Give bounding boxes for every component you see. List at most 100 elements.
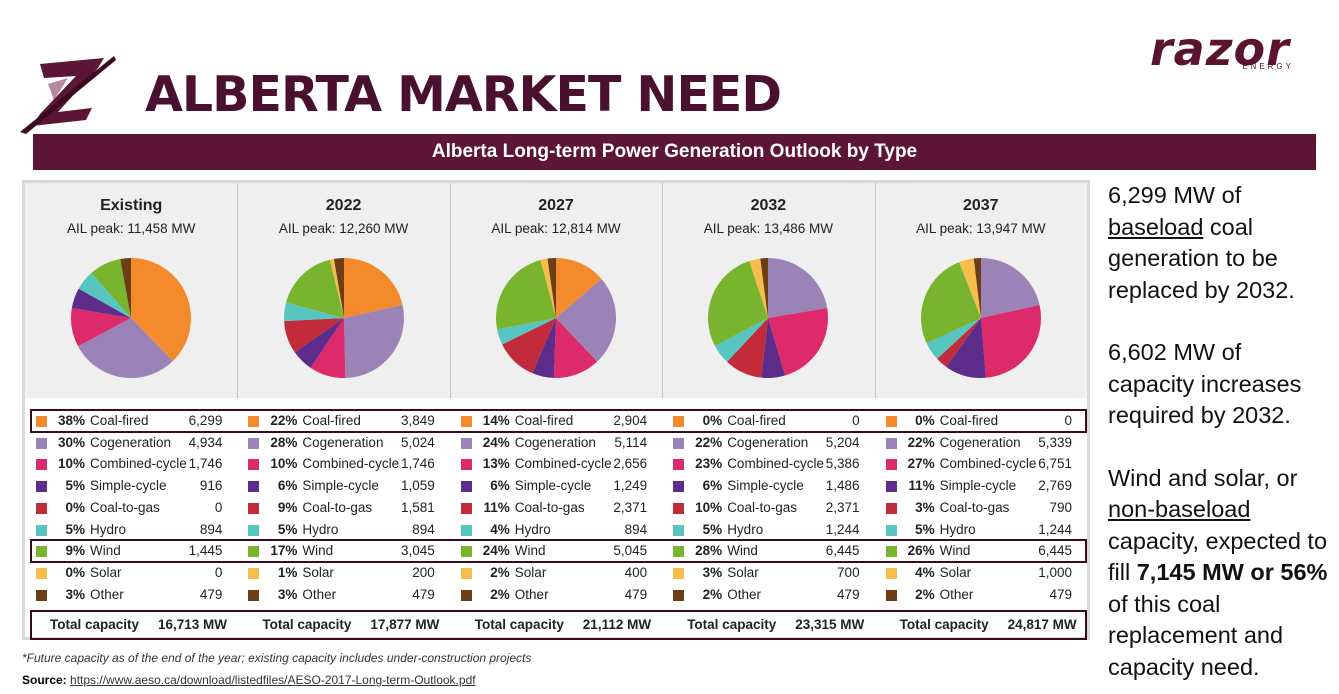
footnote: *Future capacity as of the end of the ye… [22, 651, 532, 665]
legend-swatch [885, 546, 897, 558]
legend-swatch [36, 589, 47, 601]
column-divider [662, 183, 664, 398]
pie-chart [283, 258, 404, 378]
legend-swatch [36, 459, 47, 471]
chart-subtitle: AIL peak: 13,947 MW [916, 221, 1046, 236]
legend-row: 4% Solar 1,000 [875, 563, 1087, 583]
legend-row: 27% Combined-cycle 6,751 [875, 454, 1087, 474]
legend-value: 4,934 [188, 434, 223, 450]
legend-percent: 38% [57, 413, 85, 428]
total-label: Total capacity [474, 617, 564, 632]
legend-value: 1,746 [188, 456, 223, 472]
total-label: Total capacity [687, 617, 777, 632]
pie-slice-solar [329, 258, 344, 318]
legend-label: Cogeneration [514, 434, 596, 450]
legend-label: Hydro [302, 521, 339, 537]
pie-slice-other [547, 258, 556, 318]
legend-percent: 3% [702, 564, 723, 580]
legend-value: 2,371 [613, 499, 648, 515]
legend-label: Simple-cycle [90, 478, 167, 494]
source-label: Source: [22, 673, 67, 687]
legend-swatch [248, 459, 260, 471]
legend-percent: 28% [270, 434, 298, 450]
legend-value: 5,204 [825, 434, 860, 450]
totals-row: Total capacity 16,713 MW Total capacity 17,… [30, 610, 1087, 640]
pie-slice-hydro [926, 318, 981, 359]
legend-row: 11% Coal-to-gas 2,371 [450, 498, 662, 518]
legend-value: 916 [199, 478, 223, 494]
chart-subtitle: AIL peak: 11,458 MW [67, 221, 196, 236]
legend-value: 1,445 [188, 543, 223, 559]
legend-value: 0 [214, 564, 223, 580]
pie-slice-simple-cycle [294, 318, 344, 368]
legend-label: Wind [90, 543, 121, 559]
legend-row: 11% Simple-cycle 2,769 [875, 476, 1087, 496]
legend-row: 17% Wind 3,045 [237, 541, 449, 561]
legend-row: 3% Coal-to-gas 790 [875, 498, 1087, 518]
legend-swatch [673, 546, 685, 558]
brand-name: razor [1150, 22, 1290, 76]
legend-label: Coal-to-gas [727, 499, 797, 515]
pie-slice-other [333, 258, 344, 318]
legend-label: Coal-fired [939, 413, 999, 428]
legend-value: 0 [214, 499, 223, 515]
legend-row: 5% Hydro 894 [237, 520, 449, 540]
legend-percent: 5% [65, 478, 85, 494]
legend-row: 2% Other 479 [450, 585, 662, 605]
razor-energy-logo: razor ENERGY [1150, 22, 1300, 78]
pie-slice-coal-to-gas [283, 318, 344, 353]
legend-value: 1,486 [825, 478, 860, 494]
pie-slice-wind [91, 258, 132, 318]
chart-subtitle: AIL peak: 12,814 MW [491, 221, 621, 236]
source-line: Source: https://www.aeso.ca/download/lis… [22, 673, 476, 687]
source-link[interactable]: https://www.aeso.ca/download/listedfiles… [70, 673, 476, 687]
legend-swatch [673, 567, 685, 579]
legend-label: Wind [939, 543, 971, 559]
legend-value: 0 [1064, 413, 1072, 428]
legend-percent: 1% [277, 564, 298, 580]
legend-row: 10% Coal-to-gas 2,371 [662, 498, 874, 518]
legend-label: Cogeneration [939, 434, 1021, 450]
legend-swatch [460, 589, 472, 601]
legend-percent: 5% [65, 521, 85, 537]
legend-swatch [248, 481, 260, 493]
legend-swatch [460, 416, 472, 427]
pie-slice-combined-cycle [768, 307, 829, 376]
legend-row: 22% Cogeneration 5,339 [875, 433, 1087, 453]
legend-label: Other [302, 586, 337, 602]
legend-percent: 5% [915, 521, 935, 537]
pie-slice-wind [285, 259, 344, 318]
pie-chart [708, 258, 829, 378]
legend-swatch [248, 502, 260, 514]
legend-swatch [248, 416, 260, 427]
pie-slice-combined-cycle [71, 308, 132, 347]
legend-label: Combined-cycle [727, 456, 824, 472]
legend-label: Hydro [727, 521, 764, 537]
total-label: Total capacity [262, 617, 352, 632]
legend-percent: 22% [695, 434, 723, 450]
legend-value: 1,249 [613, 478, 648, 494]
legend-value: 5,045 [613, 543, 648, 559]
legend-percent: 27% [907, 456, 935, 472]
legend-value: 6,445 [825, 543, 860, 559]
legend-label: Coal-fired [727, 413, 786, 428]
legend-swatch [460, 502, 472, 514]
legend-label: Cogeneration [90, 434, 172, 450]
legend-percent: 6% [490, 478, 510, 494]
legend-value: 5,339 [1038, 434, 1072, 450]
legend-value: 479 [837, 586, 860, 602]
legend-label: Coal-fired [90, 413, 149, 428]
legend-value: 479 [412, 586, 435, 602]
pie-slice-combined-cycle [310, 318, 345, 378]
pie-slice-coal-to-gas [727, 318, 769, 378]
chart-column: Existing AIL peak: 11,458 MW 38% Coal-fired… [25, 183, 237, 637]
legend-percent: 24% [482, 434, 510, 450]
legend-value: 2,371 [825, 499, 860, 515]
legend-percent: 11% [908, 478, 935, 494]
legend-label: Coal-fired [514, 413, 574, 428]
legend-row: 6% Simple-cycle 1,059 [237, 476, 449, 496]
legend-value: 3,045 [400, 543, 435, 559]
legend-swatch [460, 567, 472, 579]
legend-row: 14% Coal-fired 2,904 [450, 411, 662, 431]
pie-chart [495, 258, 616, 378]
